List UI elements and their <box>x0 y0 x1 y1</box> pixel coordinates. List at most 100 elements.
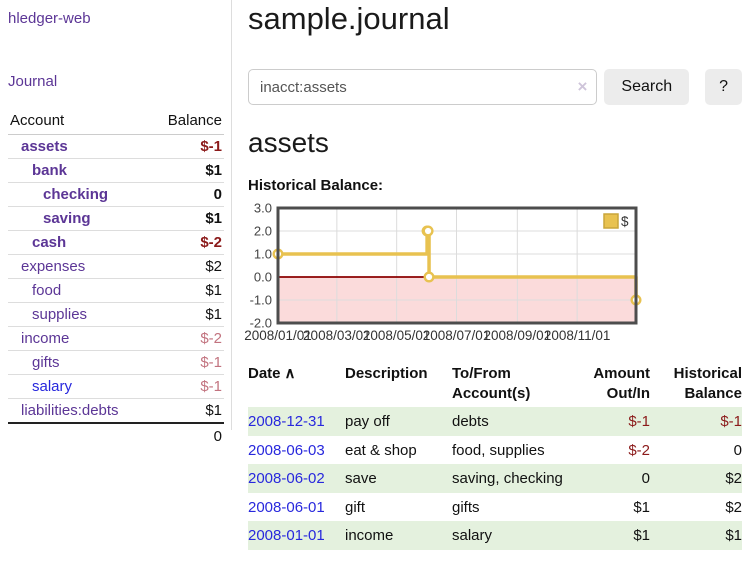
account-link-bank[interactable]: bank <box>32 162 68 179</box>
register-amount: $1 <box>633 527 650 545</box>
accounts-header-row: Account Balance <box>8 108 224 135</box>
app-brand-link[interactable]: hledger-web <box>8 10 91 27</box>
register-description: income <box>345 527 394 545</box>
register-description: pay off <box>345 413 390 431</box>
svg-text:2008/07/01: 2008/07/01 <box>423 328 491 343</box>
search-input[interactable] <box>248 69 598 106</box>
register-description: save <box>345 470 377 488</box>
account-link-income[interactable]: income <box>21 330 70 347</box>
register-description: gift <box>345 498 366 516</box>
account-link-liabilities-debts[interactable]: liabilities:debts <box>21 402 119 419</box>
register-amount: $-2 <box>628 441 650 459</box>
transaction-date-link[interactable]: 2008-06-02 <box>248 470 325 488</box>
account-row: expenses $2 <box>8 254 224 279</box>
account-name-cell: expenses <box>8 254 150 279</box>
account-row: checking 0 <box>8 182 224 207</box>
register-header-historical-balance: Historical Balance <box>650 362 742 407</box>
account-link-gifts[interactable]: gifts <box>32 354 60 371</box>
account-balance: 0 <box>149 182 224 207</box>
transaction-date-link[interactable]: 2008-06-03 <box>248 441 325 459</box>
account-balance: $-1 <box>149 374 224 399</box>
account-link-supplies[interactable]: supplies <box>32 306 88 323</box>
register-accounts: saving, checking <box>452 470 563 488</box>
register-header-label: To/From Account(s) <box>452 365 531 402</box>
register-row: 2008-12-31 pay off debts $-1 $-1 <box>248 407 742 436</box>
account-balance: $1 <box>149 398 224 424</box>
account-name-cell: assets <box>8 134 150 159</box>
account-name-cell: salary <box>8 374 150 399</box>
account-link-cash[interactable]: cash <box>32 234 67 251</box>
register-accounts: salary <box>452 527 493 545</box>
register-header-description: Description <box>345 362 452 407</box>
register-header-label: Amount Out/In <box>593 365 650 402</box>
account-row: bank $1 <box>8 158 224 183</box>
register-date-cell: 2008-01-01 <box>248 521 345 550</box>
register-date-cell: 2008-06-02 <box>248 464 345 493</box>
register-balance: $1 <box>725 527 742 545</box>
account-balance: $-1 <box>149 134 224 159</box>
account-heading: assets <box>248 127 329 159</box>
account-name-cell: liabilities:debts <box>8 398 150 424</box>
account-name-cell: supplies <box>8 302 150 327</box>
account-name-cell: gifts <box>8 350 150 375</box>
account-balance: $-2 <box>149 230 224 255</box>
account-link-saving[interactable]: saving <box>43 210 91 227</box>
account-name-cell: cash <box>8 230 150 255</box>
register-amount: 0 <box>641 470 650 488</box>
account-row: gifts $-1 <box>8 350 224 375</box>
svg-text:0.0: 0.0 <box>254 270 272 285</box>
accounts-total-spacer <box>8 422 150 445</box>
transaction-date-link[interactable]: 2008-12-31 <box>248 413 325 431</box>
clear-search-icon[interactable]: × <box>577 77 588 97</box>
transaction-date-link[interactable]: 2008-01-01 <box>248 527 325 545</box>
account-balance: $-1 <box>149 350 224 375</box>
register-balance: 0 <box>733 441 742 459</box>
svg-text:2008/11/01: 2008/11/01 <box>544 328 611 343</box>
account-row: liabilities:debts $1 <box>8 398 224 424</box>
register-balance: $2 <box>725 470 742 488</box>
svg-text:$: $ <box>621 214 629 229</box>
svg-text:-1.0: -1.0 <box>250 293 272 308</box>
account-link-food[interactable]: food <box>32 282 62 299</box>
account-row: assets $-1 <box>8 134 224 159</box>
svg-text:-2.0: -2.0 <box>250 316 272 331</box>
svg-text:2008/01/01: 2008/01/01 <box>244 328 312 343</box>
account-link-assets[interactable]: assets <box>21 138 68 155</box>
register-header-amount-out-in: Amount Out/In <box>570 362 650 407</box>
register-date-cell: 2008-06-03 <box>248 436 345 465</box>
account-name-cell: food <box>8 278 150 303</box>
account-row: income $-2 <box>8 326 224 351</box>
sidebar: hledger-web Journal Account Balance asse… <box>0 0 232 445</box>
register-header-label: Description <box>345 365 428 383</box>
help-button[interactable]: ? <box>705 69 742 106</box>
sidebar-item-journal[interactable]: Journal <box>8 73 58 90</box>
accounts-header-account: Account <box>8 108 150 135</box>
register-accounts: debts <box>452 413 489 431</box>
account-link-salary[interactable]: salary <box>32 378 73 395</box>
register-accounts: gifts <box>452 498 480 516</box>
search-button[interactable]: Search <box>604 69 690 106</box>
account-link-checking[interactable]: checking <box>43 186 109 203</box>
register-row: 2008-06-03 eat & shop food, supplies $-2 0 <box>248 436 742 465</box>
svg-text:1.0: 1.0 <box>254 247 272 262</box>
svg-text:2008/09/01: 2008/09/01 <box>484 328 552 343</box>
svg-text:3.0: 3.0 <box>254 201 272 216</box>
account-balance: $1 <box>149 302 224 327</box>
transaction-date-link[interactable]: 2008-06-01 <box>248 498 325 516</box>
svg-text:2008/03/01: 2008/03/01 <box>303 328 371 343</box>
accounts-table: Account Balance assets $-1 bank $1 checking 0… <box>8 108 224 445</box>
page-title: sample.journal <box>248 1 450 36</box>
account-name-cell: income <box>8 326 150 351</box>
search-input-wrap: × <box>248 69 598 106</box>
account-link-expenses[interactable]: expenses <box>21 258 86 275</box>
register-balance: $-1 <box>720 413 742 431</box>
register-header-label: Date <box>248 365 281 383</box>
historical-balance-chart: 3.0 2.0 1.0 0.0 -1.0 -2.0 2008/01/01 2008/03/01… <box>244 201 742 344</box>
accounts-total-row: 0 <box>8 422 224 445</box>
search-form: × Search ? <box>248 69 742 106</box>
register-date-cell: 2008-12-31 <box>248 407 345 436</box>
accounts-header-balance: Balance <box>149 108 224 135</box>
register-header-date[interactable]: Date ∧ <box>248 362 345 407</box>
register-table: Date ∧ Description To/From Account(s) Amount… <box>248 362 742 550</box>
svg-text:2.0: 2.0 <box>254 224 272 239</box>
